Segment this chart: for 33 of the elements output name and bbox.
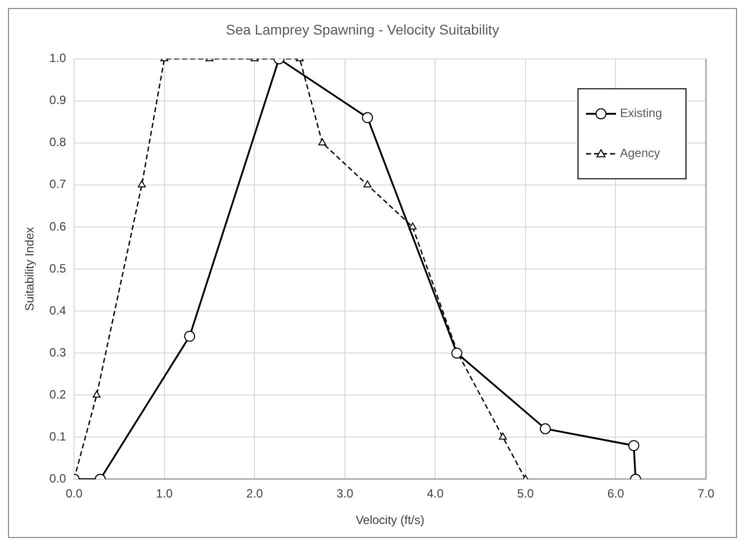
x-tick-label: 5.0	[517, 486, 534, 501]
point	[362, 112, 373, 124]
x-tick-label: 2.0	[246, 486, 264, 501]
y-tick-label: 0.6	[49, 219, 66, 234]
point	[138, 180, 146, 188]
x-tick-label: 6.0	[607, 486, 624, 501]
point	[318, 138, 326, 146]
legend-label: Existing	[620, 106, 662, 120]
y-tick-label: 0.3	[49, 345, 66, 360]
point	[364, 180, 372, 188]
y-tick-label: 0.4	[49, 303, 66, 318]
x-tick-label: 1.0	[156, 486, 174, 501]
chart-title: Sea Lamprey Spawning - Velocity Suitability	[226, 21, 500, 38]
y-tick-label: 0.2	[49, 387, 66, 402]
x-tick-label: 7.0	[698, 486, 715, 501]
y-tick-label: 0.8	[49, 135, 66, 150]
x-axis-title: Velocity (ft/s)	[356, 513, 424, 528]
point	[184, 330, 196, 342]
point	[451, 348, 462, 359]
x-tick-label: 3.0	[336, 486, 354, 501]
x-tick-label: 4.0	[426, 486, 444, 501]
y-tick-label: 0.7	[49, 177, 66, 192]
point	[498, 432, 507, 440]
x-tick-label: 0.0	[66, 486, 83, 501]
point	[92, 390, 101, 398]
y-tick-label: 1.0	[49, 51, 66, 66]
point	[408, 222, 417, 230]
y-tick-label: 0.9	[49, 93, 66, 108]
y-axis-title: Suitability Index	[22, 226, 37, 312]
y-tick-label: 0.5	[49, 261, 66, 276]
y-tick-label: 0.0	[49, 472, 66, 486]
legend-label: Agency	[620, 146, 660, 160]
y-tick-label: 0.1	[49, 429, 66, 444]
